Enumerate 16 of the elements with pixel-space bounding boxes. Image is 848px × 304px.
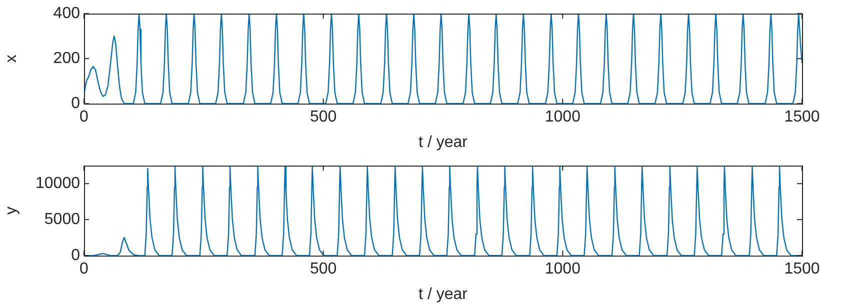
y-tick-label: 0 bbox=[71, 247, 80, 264]
y-tick-label: 400 bbox=[53, 5, 80, 22]
x-axis-title: t / year bbox=[418, 134, 468, 151]
x-tick-label: 1000 bbox=[544, 260, 581, 278]
y-tick-label: 200 bbox=[53, 50, 80, 68]
y-axis-title: y bbox=[3, 206, 20, 215]
x-tick-label: 1500 bbox=[784, 260, 820, 278]
y-tick-label: 5000 bbox=[44, 211, 80, 228]
x-tick-label: 1500 bbox=[784, 108, 820, 126]
x-tick-label: 500 bbox=[310, 108, 337, 126]
y-tick-label: 0 bbox=[71, 95, 80, 112]
x-axis-title: t / year bbox=[418, 286, 468, 303]
x-tick-label: 500 bbox=[310, 260, 337, 278]
x-tick-label: 1000 bbox=[544, 108, 581, 126]
y-axis-title: x bbox=[3, 54, 20, 63]
y-tick-label: 10000 bbox=[36, 175, 80, 192]
